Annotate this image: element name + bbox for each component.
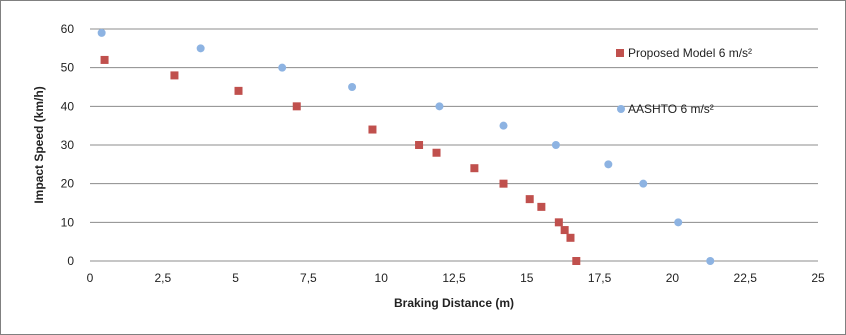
point-proposed-model <box>499 179 508 188</box>
legend-label-proposed-model: Proposed Model 6 m/s² <box>628 46 752 60</box>
point-proposed-model <box>170 71 179 80</box>
x-tick-label: 12,5 <box>442 271 466 285</box>
point-aashto <box>674 218 683 227</box>
point-aashto <box>196 44 205 53</box>
point-proposed-model <box>566 233 575 242</box>
point-aashto <box>435 102 444 111</box>
y-tick-label: 0 <box>67 254 74 268</box>
y-axis-title: Impact Speed (km/h) <box>32 86 46 203</box>
x-tick-label: 22,5 <box>734 271 758 285</box>
legend-marker-proposed-model <box>616 49 624 57</box>
legend-label-aashto: AASHTO 6 m/s² <box>628 102 714 116</box>
legend-item-aashto: AASHTO 6 m/s² <box>617 102 714 116</box>
y-tick-label: 30 <box>61 138 75 152</box>
point-proposed-model <box>100 55 109 64</box>
point-proposed-model <box>554 218 563 227</box>
legend: Proposed Model 6 m/s² AASHTO 6 m/s² <box>616 46 752 116</box>
point-aashto <box>604 160 613 169</box>
x-tick-label: 7,5 <box>300 271 317 285</box>
point-proposed-model <box>234 86 243 95</box>
point-aashto <box>278 63 287 72</box>
x-axis-title: Braking Distance (m) <box>394 296 514 310</box>
point-aashto <box>706 257 715 265</box>
y-axis-ticks: 0 10 20 30 40 50 60 <box>61 22 75 268</box>
y-tick-label: 60 <box>61 22 75 36</box>
point-aashto <box>348 83 357 91</box>
y-tick-label: 40 <box>61 99 75 113</box>
point-aashto <box>499 121 508 130</box>
x-tick-label: 17,5 <box>588 271 612 285</box>
point-proposed-model <box>537 202 546 211</box>
point-aashto <box>97 28 106 37</box>
point-aashto <box>639 179 648 188</box>
point-proposed-model <box>415 141 424 149</box>
x-tick-label: 15 <box>520 271 534 285</box>
y-tick-label: 20 <box>61 177 75 191</box>
data-points <box>97 28 715 265</box>
point-aashto <box>551 141 560 149</box>
point-proposed-model <box>572 257 581 265</box>
x-axis-ticks: 0 2,5 5 7,5 10 12,5 15 17,5 20 22,5 25 <box>87 271 825 285</box>
x-tick-label: 10 <box>375 271 389 285</box>
point-proposed-model <box>470 164 479 173</box>
y-tick-label: 50 <box>61 61 75 75</box>
point-proposed-model <box>525 195 534 204</box>
grid-layer <box>90 28 818 262</box>
legend-item-proposed-model: Proposed Model 6 m/s² <box>616 46 752 60</box>
point-proposed-model <box>560 226 569 235</box>
x-tick-label: 5 <box>232 271 239 285</box>
x-tick-label: 20 <box>666 271 680 285</box>
x-tick-label: 2,5 <box>154 271 171 285</box>
x-tick-label: 25 <box>811 271 825 285</box>
x-tick-label: 0 <box>87 271 94 285</box>
y-tick-label: 10 <box>61 215 75 229</box>
legend-marker-aashto <box>617 105 625 113</box>
point-proposed-model <box>368 125 377 134</box>
point-proposed-model <box>432 148 441 157</box>
point-proposed-model <box>292 102 301 111</box>
